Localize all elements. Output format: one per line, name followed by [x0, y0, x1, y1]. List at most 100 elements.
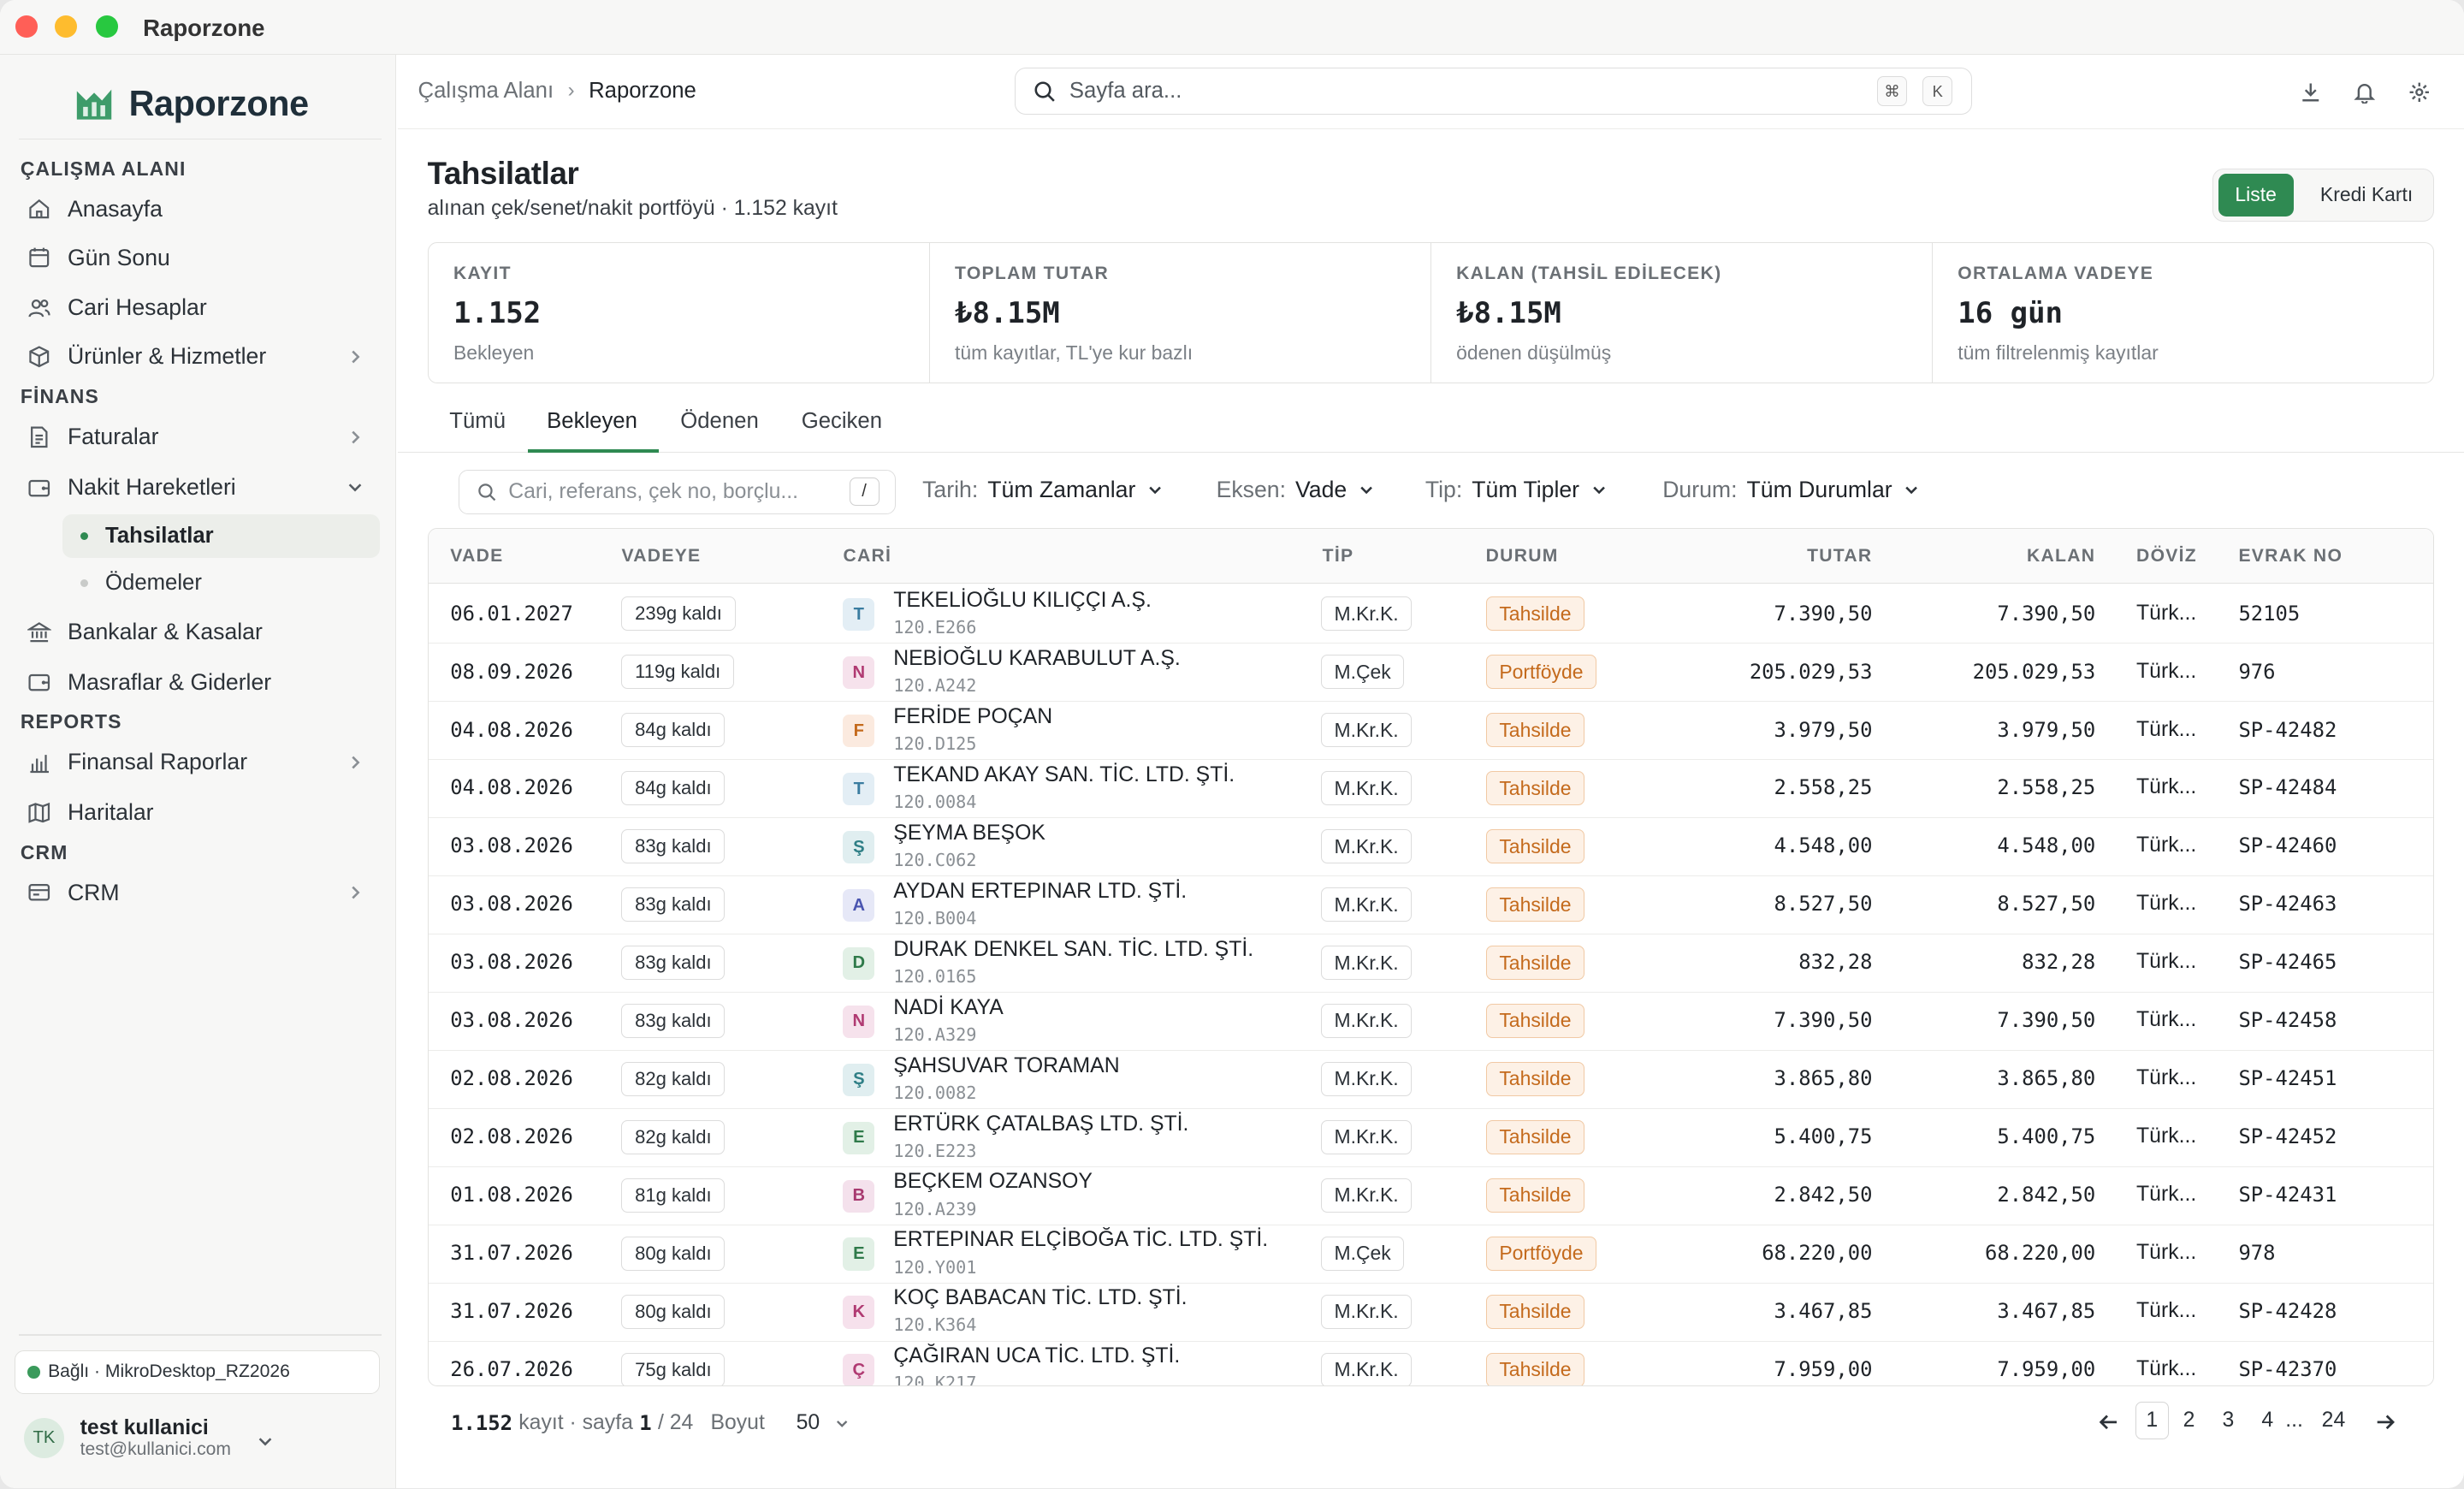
- sidebar-item-nakit-hareketleri[interactable]: Nakit Hareketleri: [15, 466, 380, 509]
- arrow-left-icon[interactable]: [2098, 1411, 2120, 1433]
- filter-durum[interactable]: Durum: Tüm Durumlar: [1662, 477, 1920, 503]
- col-evrak-no[interactable]: EVRAK NO: [2238, 546, 2343, 567]
- stat-card-kayit: KAYIT 1.152 Bekleyen: [429, 242, 930, 383]
- cell-cari-name[interactable]: TEKAND AKAY SAN. TİC. LTD. ŞTİ.: [893, 762, 1235, 786]
- sidebar-subitem-tahsilatlar[interactable]: Tahsilatlar: [62, 513, 381, 559]
- page-size-select[interactable]: 50: [796, 1411, 820, 1435]
- cell-cari-name[interactable]: KOÇ BABACAN TİC. LTD. ŞTİ.: [893, 1286, 1188, 1310]
- sidebar-item-bankalar-kasalar[interactable]: Bankalar & Kasalar: [15, 610, 380, 654]
- view-credit-card-button[interactable]: Kredi Kartı: [2319, 183, 2414, 206]
- col-cari[interactable]: CARİ: [843, 546, 892, 567]
- col-doviz[interactable]: DÖVİZ: [2136, 546, 2197, 567]
- col-vade[interactable]: VADE: [450, 546, 504, 567]
- table-search-input[interactable]: Cari, referans, çek no, borçlu... /: [459, 470, 896, 514]
- chevron-down-icon: [259, 1438, 272, 1446]
- settings-icon[interactable]: [2408, 80, 2431, 104]
- cell-durum-badge: Tahsilde: [1485, 945, 1585, 981]
- tab-odenen[interactable]: Ödenen: [680, 408, 759, 433]
- table-row[interactable]: 01.08.2026 81g kaldı B BEÇKEM OZANSOY 120.A2…: [428, 1167, 2434, 1225]
- close-window-button[interactable]: [15, 15, 38, 39]
- cell-cari-name[interactable]: ŞEYMA BEŞOK: [893, 821, 1045, 845]
- page-button-24[interactable]: 24: [2321, 1409, 2346, 1433]
- page-button-1[interactable]: 1: [2135, 1402, 2169, 1440]
- cari-initial-badge: Ş: [843, 830, 875, 864]
- table-row[interactable]: 31.07.2026 80g kaldı E ERTEPINAR ELÇİBOĞA T…: [428, 1225, 2434, 1284]
- cell-cari-name[interactable]: ERTÜRK ÇATALBAŞ LTD. ŞTİ.: [893, 1112, 1189, 1136]
- table-row[interactable]: 02.08.2026 82g kaldı E ERTÜRK ÇATALBAŞ LTD.…: [428, 1109, 2434, 1167]
- cell-durum-badge: Tahsilde: [1485, 713, 1585, 748]
- page-total: / 24: [657, 1411, 694, 1435]
- sidebar-item-gun-sonu[interactable]: Gün Sonu: [15, 236, 380, 280]
- cell-cari-name[interactable]: AYDAN ERTEPINAR LTD. ŞTİ.: [893, 879, 1188, 903]
- sidebar-item-faturalar[interactable]: Faturalar: [15, 415, 380, 459]
- cell-tutar: 5.400,75: [1774, 1124, 1873, 1149]
- tab-geciken[interactable]: Geciken: [801, 408, 882, 433]
- page-button-4[interactable]: 4: [2261, 1409, 2274, 1433]
- cell-cari-name[interactable]: BEÇKEM OZANSOY: [893, 1170, 1093, 1194]
- tab-bekleyen[interactable]: Bekleyen: [547, 408, 637, 433]
- zoom-window-button[interactable]: [96, 15, 118, 39]
- table-row[interactable]: 08.09.2026 119g kaldı N NEBİOĞLU KARABULUT …: [428, 644, 2434, 703]
- download-icon[interactable]: [2299, 80, 2323, 104]
- filter-tarih[interactable]: Tarih: Tüm Zamanlar: [922, 477, 1164, 503]
- sidebar-item-crm[interactable]: CRM: [15, 871, 380, 915]
- sidebar-item-label: Ürünler & Hizmetler: [67, 343, 267, 370]
- cell-cari-name[interactable]: TEKELİOĞLU KILIÇÇI A.Ş.: [893, 588, 1152, 612]
- page-search-input[interactable]: Sayfa ara... ⌘ K: [1015, 67, 1973, 116]
- sidebar-item-masraflar-giderler[interactable]: Masraflar & Giderler: [15, 660, 380, 703]
- table-row[interactable]: 03.08.2026 83g kaldı Ş ŞEYMA BEŞOK 120.C062 M…: [428, 818, 2434, 877]
- cell-cari-name[interactable]: ÇAĞIRAN UCA TİC. LTD. ŞTİ.: [893, 1344, 1181, 1368]
- table-row[interactable]: 03.08.2026 83g kaldı N NADİ KAYA 120.A329 M.K…: [428, 993, 2434, 1051]
- col-tip[interactable]: TİP: [1322, 546, 1354, 567]
- minimize-window-button[interactable]: [55, 15, 77, 39]
- table-row[interactable]: 04.08.2026 84g kaldı T TEKAND AKAY SAN. TİC…: [428, 760, 2434, 819]
- cell-cari-name[interactable]: NADİ KAYA: [893, 995, 1004, 1019]
- table-row[interactable]: 03.08.2026 83g kaldı A AYDAN ERTEPINAR LTD.…: [428, 876, 2434, 934]
- col-tutar[interactable]: TUTAR: [1807, 546, 1873, 567]
- cell-cari-name[interactable]: NEBİOĞLU KARABULUT A.Ş.: [893, 646, 1181, 670]
- cell-tip-badge: M.Kr.K.: [1320, 1003, 1413, 1039]
- col-vadeye[interactable]: VADEYE: [621, 546, 702, 567]
- table-row[interactable]: 06.01.2027 239g kaldı T TEKELİOĞLU KILIÇÇI …: [428, 585, 2434, 644]
- cell-evrak-no: SP-42484: [2238, 775, 2337, 800]
- view-list-button[interactable]: Liste: [2218, 174, 2294, 217]
- tab-tumu[interactable]: Tümü: [449, 408, 506, 433]
- brand-logo[interactable]: Raporzone: [75, 82, 309, 126]
- cell-cari-name[interactable]: DURAK DENKEL SAN. TİC. LTD. ŞTİ.: [893, 937, 1254, 961]
- section-calisma-alani: ÇALIŞMA ALANI: [20, 157, 187, 180]
- cell-cari-code: 120.A329: [893, 1023, 977, 1045]
- cell-tutar: 68.220,00: [1762, 1241, 1873, 1266]
- sidebar-item-anasayfa[interactable]: Anasayfa: [15, 187, 380, 231]
- cell-cari-name[interactable]: FERİDE POÇAN: [893, 704, 1053, 728]
- cell-doviz: Türk...: [2136, 1124, 2197, 1148]
- cell-cari-name[interactable]: ERTEPINAR ELÇİBOĞA TİC. LTD. ŞTİ.: [893, 1228, 1269, 1252]
- tahsilat-table: VADE VADEYE CARİ TİP DURUM TUTAR KALAN D…: [427, 528, 2435, 1386]
- active-dot-icon: [80, 531, 88, 540]
- filter-label: Eksen:: [1216, 476, 1286, 502]
- sidebar-item-cari-hesaplar[interactable]: Cari Hesaplar: [15, 286, 380, 329]
- arrow-right-icon[interactable]: [2374, 1411, 2396, 1433]
- col-durum[interactable]: DURUM: [1485, 546, 1559, 567]
- table-row[interactable]: 03.08.2026 83g kaldı D DURAK DENKEL SAN. Tİ…: [428, 934, 2434, 993]
- filter-eksen[interactable]: Eksen: Vade: [1217, 477, 1376, 503]
- cell-tip-badge: M.Kr.K.: [1320, 1061, 1413, 1097]
- chevron-right-icon: ›: [567, 79, 575, 103]
- breadcrumb-workspace[interactable]: Çalışma Alanı: [418, 78, 554, 103]
- cell-kalan: 5.400,75: [1997, 1124, 2096, 1149]
- table-row[interactable]: 31.07.2026 80g kaldı K KOÇ BABACAN TİC. LTD…: [428, 1284, 2434, 1342]
- sidebar-item-urunler-hizmetler[interactable]: Ürünler & Hizmetler: [15, 335, 380, 378]
- table-row[interactable]: 04.08.2026 84g kaldı F FERİDE POÇAN 120.D125…: [428, 702, 2434, 761]
- cell-cari-name[interactable]: ŞAHSUVAR TORAMAN: [893, 1053, 1120, 1077]
- sidebar-item-haritalar[interactable]: Haritalar: [15, 791, 380, 834]
- bell-icon[interactable]: [2353, 80, 2377, 104]
- user-menu[interactable]: TK test kullanici test@kullanici.com: [23, 1416, 385, 1463]
- page-button-2[interactable]: 2: [2183, 1409, 2195, 1433]
- filter-tip[interactable]: Tip: Tüm Tipler: [1425, 477, 1608, 503]
- col-kalan[interactable]: KALAN: [2026, 546, 2096, 567]
- sidebar-item-finansal-raporlar[interactable]: Finansal Raporlar: [15, 740, 380, 784]
- table-row[interactable]: 02.08.2026 82g kaldı Ş ŞAHSUVAR TORAMAN 120.…: [428, 1051, 2434, 1109]
- stat-label: TOPLAM TUTAR: [955, 263, 1110, 283]
- page-button-3[interactable]: 3: [2222, 1409, 2235, 1433]
- table-row[interactable]: 26.07.2026 75g kaldı Ç ÇAĞIRAN UCA TİC. LTD…: [429, 1342, 2433, 1385]
- sidebar-subitem-odemeler[interactable]: Ödemeler: [62, 561, 380, 605]
